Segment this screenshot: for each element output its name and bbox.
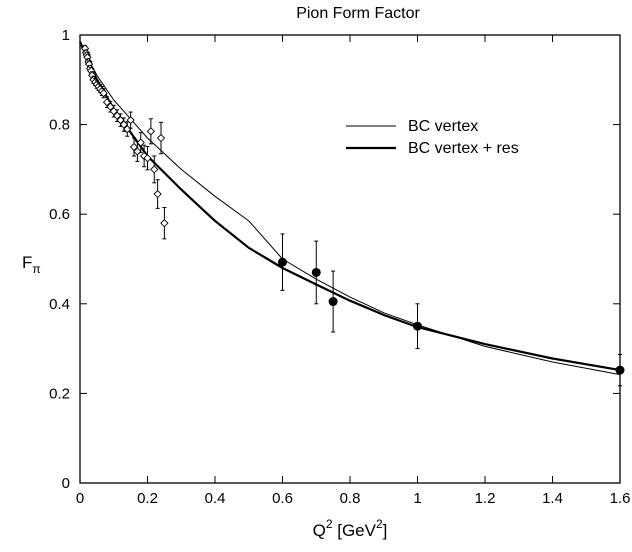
data-point-diamond: [136, 138, 145, 147]
data-point-diamond: [160, 219, 169, 228]
y-tick-label: 0.6: [49, 206, 70, 223]
x-tick-label: 1.4: [542, 490, 563, 507]
data-point-diamond: [126, 115, 135, 125]
data-point-diamond: [143, 154, 152, 163]
data-point-filled: [328, 297, 338, 307]
y-tick-label: 0.4: [49, 296, 70, 313]
x-tick-label: 1: [413, 490, 421, 507]
x-axis-ticks: 0 0.2 0.4 0.6 0.8 1 1.2 1.4 1.6: [76, 35, 631, 507]
chart-title: Pion Form Factor: [296, 5, 420, 22]
x-axis-label-bracket-open: [GeV: [333, 521, 377, 540]
y-axis-label-sub: π: [32, 262, 40, 276]
y-tick-label: 0.2: [49, 385, 70, 402]
y-tick-label: 0.8: [49, 117, 70, 134]
data-point-diamond: [133, 147, 142, 156]
x-tick-label: 0.8: [340, 490, 361, 507]
plot-frame: [79, 34, 621, 484]
x-axis-label-unit-sup: 2: [376, 517, 383, 531]
data-point-diamond: [129, 142, 139, 152]
x-tick-label: 0.6: [272, 490, 293, 507]
data-point-filled: [413, 321, 422, 331]
x-axis-label-bracket-close: ]: [383, 521, 388, 540]
data-point-diamond: [119, 120, 129, 129]
data-point-diamond: [156, 133, 166, 143]
data-point-diamond: [153, 189, 162, 199]
x-axis-label-base: Q: [313, 521, 326, 540]
series-line-bc-vertex: [79, 43, 621, 376]
data-point-diamond: [99, 89, 108, 98]
data-point-diamond: [146, 127, 156, 136]
y-axis-ticks: 0 0.2 0.4 0.6 0.8 1: [49, 27, 620, 492]
y-tick-label: 1: [62, 27, 70, 44]
x-axis-label-sup: 2: [326, 517, 333, 531]
x-axis-label: Q2 [GeV2]: [313, 517, 388, 540]
y-tick-label: 0: [62, 475, 70, 492]
x-tick-label: 1.2: [475, 490, 496, 507]
y-axis-label-base: F: [22, 253, 32, 272]
x-tick-label: 1.6: [610, 490, 631, 507]
x-tick-label: 0: [76, 490, 84, 507]
legend: BC vertex BC vertex + res: [346, 118, 519, 157]
data-point-filled: [278, 257, 287, 267]
x-tick-label: 0.4: [205, 490, 226, 507]
data-markers: [80, 44, 625, 387]
x-tick-label: 0.2: [137, 490, 158, 507]
legend-label-bc-vertex-res: BC vertex + res: [408, 140, 519, 157]
data-point-diamond: [150, 165, 159, 174]
legend-label-bc-vertex: BC vertex: [408, 118, 478, 135]
series-line-bc-vertex-res: [78, 41, 621, 372]
plot-area: [78, 41, 625, 387]
curves: [78, 41, 621, 376]
y-axis-label: Fπ: [22, 253, 41, 276]
data-point-filled: [311, 267, 321, 277]
